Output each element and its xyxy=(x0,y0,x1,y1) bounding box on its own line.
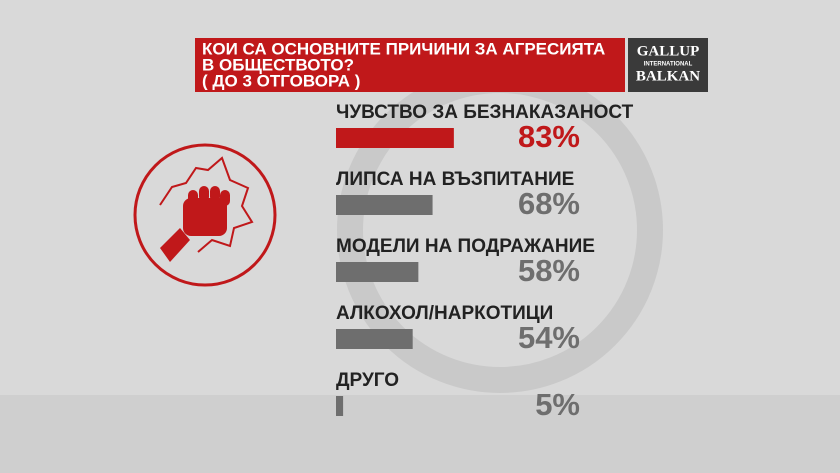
value-label: 58% xyxy=(518,253,580,288)
floor-band xyxy=(0,395,840,473)
category-label: ЧУВСТВО ЗА БЕЗНАКАЗАНОСТ xyxy=(336,102,634,123)
fist-icon xyxy=(160,186,230,262)
category-label: ЛИПСА НА ВЪЗПИТАНИЕ xyxy=(336,169,574,190)
value-label: 5% xyxy=(535,387,580,422)
logo-line2: INTERNATIONAL xyxy=(644,62,693,68)
value-label: 83% xyxy=(518,119,580,154)
bar xyxy=(336,128,454,148)
bar xyxy=(336,329,413,349)
value-label: 68% xyxy=(518,186,580,221)
category-label: АЛКОХОЛ/НАРКОТИЦИ xyxy=(336,303,553,324)
category-label: ДРУГО xyxy=(336,370,399,391)
icon-burst xyxy=(159,156,254,253)
bar xyxy=(336,262,419,282)
title-line2: В ОБЩЕСТВОТО? xyxy=(202,55,354,74)
logo-line1: GALLUP xyxy=(637,43,700,59)
bar xyxy=(336,396,344,416)
value-label: 54% xyxy=(518,320,580,355)
subtitle: ( ДО 3 ОТГОВОРА ) xyxy=(202,71,360,90)
logo-line3: BALKAN xyxy=(636,68,700,84)
category-label: МОДЕЛИ НА ПОДРАЖАНИЕ xyxy=(336,236,595,257)
bar xyxy=(336,195,433,215)
title: КОИ СА ОСНОВНИТЕ ПРИЧИНИ ЗА АГРЕСИЯТА xyxy=(202,39,605,58)
title-box xyxy=(195,38,625,92)
logo-box xyxy=(628,38,708,92)
